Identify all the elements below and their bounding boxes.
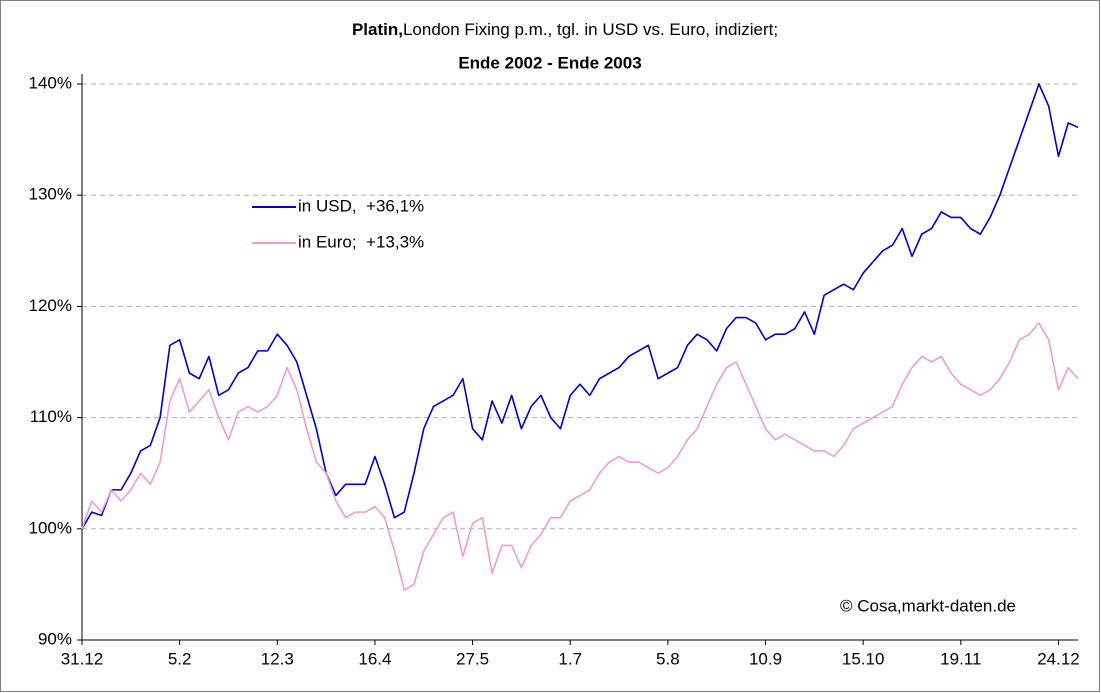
- x-tick-label: 5.8: [656, 649, 680, 668]
- x-tick-label: 5.2: [168, 649, 192, 668]
- chart-title: Platin,London Fixing p.m., tgl. in USD v…: [352, 20, 778, 39]
- x-tick-label: 10.9: [749, 649, 782, 668]
- x-tick-label: 19.11: [940, 649, 981, 668]
- x-tick-label: 12.3: [261, 649, 294, 668]
- y-tick-label: 140%: [29, 73, 72, 92]
- y-tick-label: 90%: [38, 629, 72, 648]
- x-tick-label: 1.7: [558, 649, 582, 668]
- series-line: [81, 322, 1079, 591]
- legend-label: in USD, +36,1%: [298, 196, 424, 215]
- title-rest: London Fixing p.m., tgl. in USD vs. Euro…: [403, 20, 778, 39]
- x-tick-label: 31.12: [61, 649, 104, 668]
- x-tick-label: 16.4: [358, 649, 391, 668]
- annotation: © Cosa,markt-daten.de: [840, 596, 1016, 615]
- y-tick-label: 110%: [30, 407, 72, 426]
- title-bold: Platin,: [352, 20, 403, 39]
- x-tick-label: 15.10: [842, 649, 885, 668]
- y-tick-label: 130%: [29, 185, 72, 204]
- x-tick-label: 27.5: [456, 649, 489, 668]
- plot-area: 90% 100% 110% 120% 130% 140% 31.12 5.2 12.3 16.4 2…: [29, 73, 1080, 668]
- series-line: [81, 83, 1079, 530]
- legend-label: in Euro; +13,3%: [298, 232, 424, 251]
- chart-subtitle: Ende 2002 - Ende 2003: [458, 53, 641, 72]
- y-tick-label: 120%: [29, 296, 72, 315]
- y-tick-label: 100%: [29, 518, 72, 537]
- x-tick-label: 24.12: [1037, 649, 1080, 668]
